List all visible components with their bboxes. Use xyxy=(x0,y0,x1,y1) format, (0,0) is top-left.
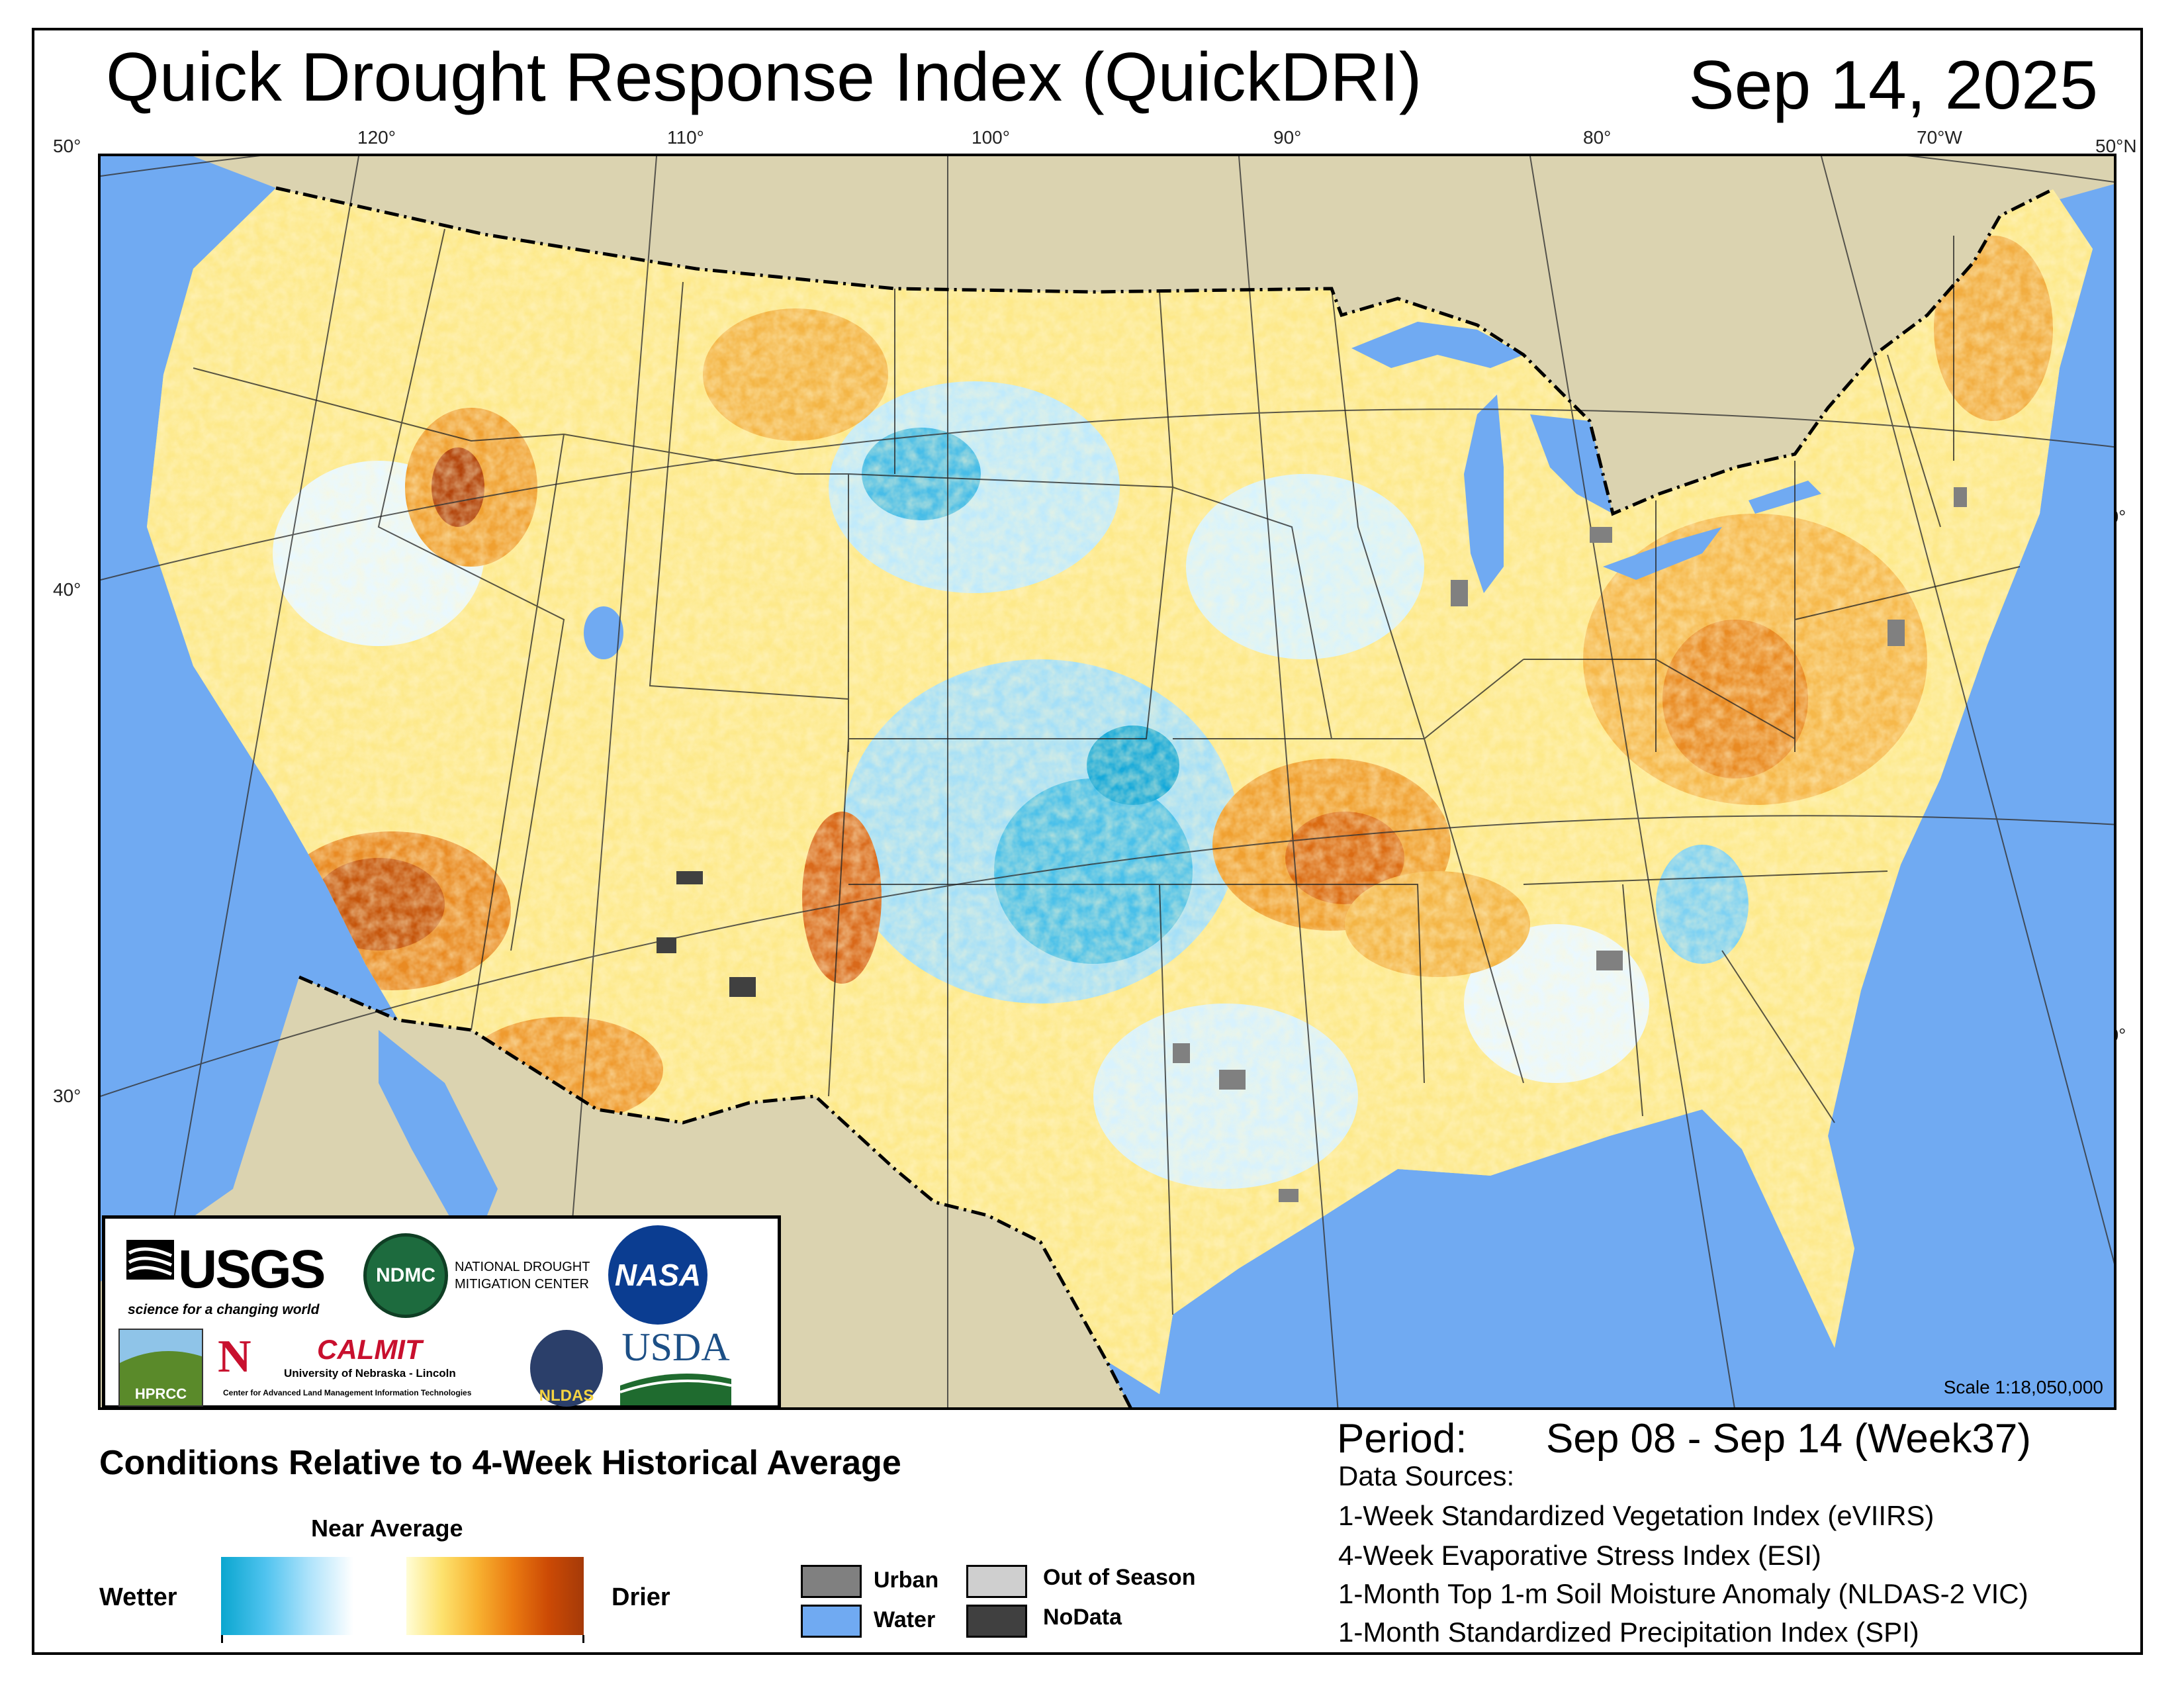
calmit-wordmark: CALMIT xyxy=(317,1334,422,1365)
period-label: Period: xyxy=(1337,1416,1467,1462)
great-salt-lake xyxy=(584,606,623,659)
legend-label-out-of-season: Out of Season xyxy=(1043,1565,1196,1590)
lake-huron xyxy=(1530,414,1613,514)
legend-label-water: Water xyxy=(874,1607,936,1632)
latitude-label: 50° xyxy=(53,136,81,156)
legend-swatch-out-of-season xyxy=(966,1565,1027,1598)
legend-drier-label: Drier xyxy=(612,1583,670,1611)
hprcc-wordmark: HPRCC xyxy=(134,1385,187,1402)
map-scale: Scale 1:18,050,000 xyxy=(1943,1377,2103,1397)
usgs-wave-icon xyxy=(126,1240,174,1280)
latitude-label: 30° xyxy=(53,1086,81,1106)
longitude-label: 90° xyxy=(1273,127,1302,148)
data-source-item: 1-Week Standardized Vegetation Index (eV… xyxy=(1338,1500,1934,1531)
international-border xyxy=(275,186,2054,1407)
legend-swatch-nodata xyxy=(966,1605,1027,1638)
usda-field-icon xyxy=(620,1374,731,1405)
lake-superior xyxy=(1351,322,1524,368)
longitude-label: 80° xyxy=(1583,127,1612,148)
partner-logos: USGS science for a changing world NDMC N… xyxy=(102,1215,781,1407)
latitude-label: 50°N xyxy=(2095,136,2137,156)
calmit-center: Center for Advanced Land Management Info… xyxy=(223,1388,472,1397)
legend-label-urban: Urban xyxy=(874,1568,939,1593)
longitude-label: 120° xyxy=(357,127,396,148)
nasa-logo: NASA xyxy=(608,1225,707,1325)
usgs-wordmark: USGS xyxy=(178,1239,326,1299)
graticule xyxy=(101,156,2114,1407)
ndmc-name-line1: NATIONAL DROUGHT xyxy=(455,1260,590,1274)
data-source-item: 4-Week Evaporative Stress Index (ESI) xyxy=(1338,1540,1821,1571)
usda-wordmark: USDA xyxy=(621,1325,730,1369)
nldas-logo: NLDAS xyxy=(530,1330,603,1407)
map-graphic xyxy=(101,156,2114,1407)
lake-erie xyxy=(1603,527,1722,580)
nodata-areas xyxy=(657,871,756,997)
hprcc-landscape-icon xyxy=(120,1330,202,1383)
gulf-of-california xyxy=(379,1030,498,1255)
usgs-tagline: science for a changing world xyxy=(128,1302,320,1317)
state-borders xyxy=(193,228,2021,1315)
legend-tick xyxy=(582,1635,584,1643)
legend-label-nodata: NoData xyxy=(1043,1605,1122,1630)
nebraska-n-icon: N xyxy=(218,1331,251,1382)
data-sources-title: Data Sources: xyxy=(1338,1460,1515,1491)
map-date: Sep 14, 2025 xyxy=(1688,47,2098,124)
legend-near-average-label: Near Average xyxy=(311,1515,463,1542)
legend-tick xyxy=(221,1635,223,1643)
lake-michigan xyxy=(1464,395,1504,593)
usda-logo: USDA xyxy=(620,1325,731,1405)
ndmc-name: NATIONAL DROUGHT MITIGATION CENTER xyxy=(455,1258,590,1293)
legend-title: Conditions Relative to 4-Week Historical… xyxy=(99,1444,901,1482)
page-frame xyxy=(32,28,2143,1655)
longitude-label: 70°W xyxy=(1917,127,1962,148)
quickdri-map: USGS science for a changing world NDMC N… xyxy=(98,154,2116,1410)
map-title: Quick Drought Response Index (QuickDRI) xyxy=(106,39,1422,116)
canada-landmass xyxy=(101,156,2114,514)
calmit-university: University of Nebraska - Lincoln xyxy=(284,1367,456,1380)
legend-wetter-label: Wetter xyxy=(99,1583,177,1611)
longitude-label: 100° xyxy=(972,127,1010,148)
hprcc-logo: HPRCC xyxy=(118,1329,203,1407)
legend-drier-gradient xyxy=(406,1557,584,1635)
longitude-label: 110° xyxy=(667,127,704,148)
urban-areas xyxy=(1173,487,1967,1202)
ndmc-name-line2: MITIGATION CENTER xyxy=(455,1277,589,1291)
data-source-item: 1-Month Standardized Precipitation Index… xyxy=(1338,1617,1919,1648)
lake-ontario xyxy=(1749,481,1821,514)
data-source-item: 1-Month Top 1-m Soil Moisture Anomaly (N… xyxy=(1338,1578,2028,1609)
latitude-label: 40° xyxy=(53,579,81,600)
legend-swatch-urban xyxy=(801,1565,862,1598)
legend-swatch-water xyxy=(801,1605,862,1638)
ndmc-badge: NDMC xyxy=(363,1233,448,1318)
period-value: Sep 08 - Sep 14 (Week37) xyxy=(1546,1416,2031,1462)
legend-wetter-gradient xyxy=(221,1557,353,1635)
